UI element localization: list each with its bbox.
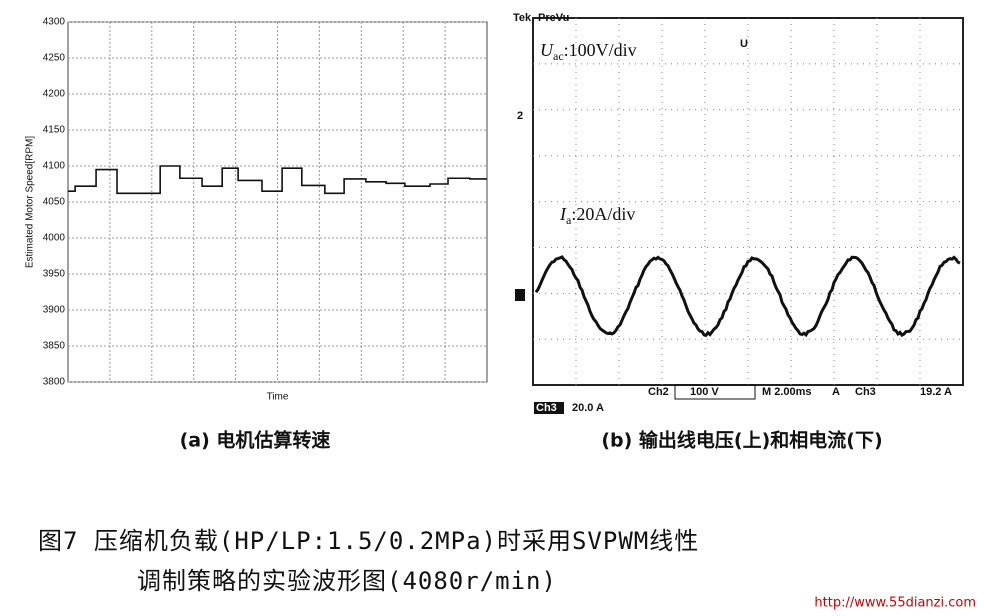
trigger-marker: U	[740, 38, 748, 50]
status-text: Ch2	[648, 386, 669, 398]
y-tick-label: 4150	[43, 125, 66, 136]
y-tick-label: 3950	[43, 269, 66, 280]
y-tick-label: 3850	[43, 341, 66, 352]
ch3-badge: Ch3	[536, 402, 557, 414]
y-tick-label: 4200	[43, 89, 66, 100]
figure-caption: 图7 压缩机负载(HP/LP:1.5/0.2MPa)时采用SVPWM线性	[38, 527, 699, 555]
y-axis-label: Estimated Motor Speed[RPM]	[25, 136, 36, 268]
status-text: 19.2 A	[920, 386, 952, 398]
channel-marker: 2	[517, 110, 523, 122]
y-tick-label: 3900	[43, 305, 66, 316]
y-tick-label: 4100	[43, 161, 66, 172]
status-text: Ch3	[855, 386, 876, 398]
status-text: 100 V	[690, 386, 719, 398]
y-tick-label: 4050	[43, 197, 66, 208]
brand: Tek	[513, 12, 532, 24]
y-tick-label: 4250	[43, 53, 66, 64]
caption-a: (a) 电机估算转速	[180, 429, 331, 452]
caption-b: (b) 输出线电压(上)和相电流(下)	[601, 429, 882, 452]
status-text: A	[832, 386, 840, 398]
y-tick-label: 3800	[43, 377, 66, 388]
watermark: http://www.55dianzi.com	[814, 596, 976, 611]
current-scale: Ia:20A/div	[559, 204, 635, 227]
x-axis-label: Time	[267, 392, 289, 403]
y-tick-label: 4000	[43, 233, 66, 244]
status-text: M 2.00ms	[762, 386, 812, 398]
mode: PreVu	[538, 12, 569, 24]
ch3-scale: 20.0 A	[572, 402, 604, 414]
figure-caption: 调制策略的实验波形图(4080r/min)	[137, 567, 557, 595]
oscilloscope: Tek PreVu U 2 Uac:100V/div Ia:20A/div Ch…	[513, 12, 963, 452]
y-tick-label: 4300	[43, 17, 66, 28]
